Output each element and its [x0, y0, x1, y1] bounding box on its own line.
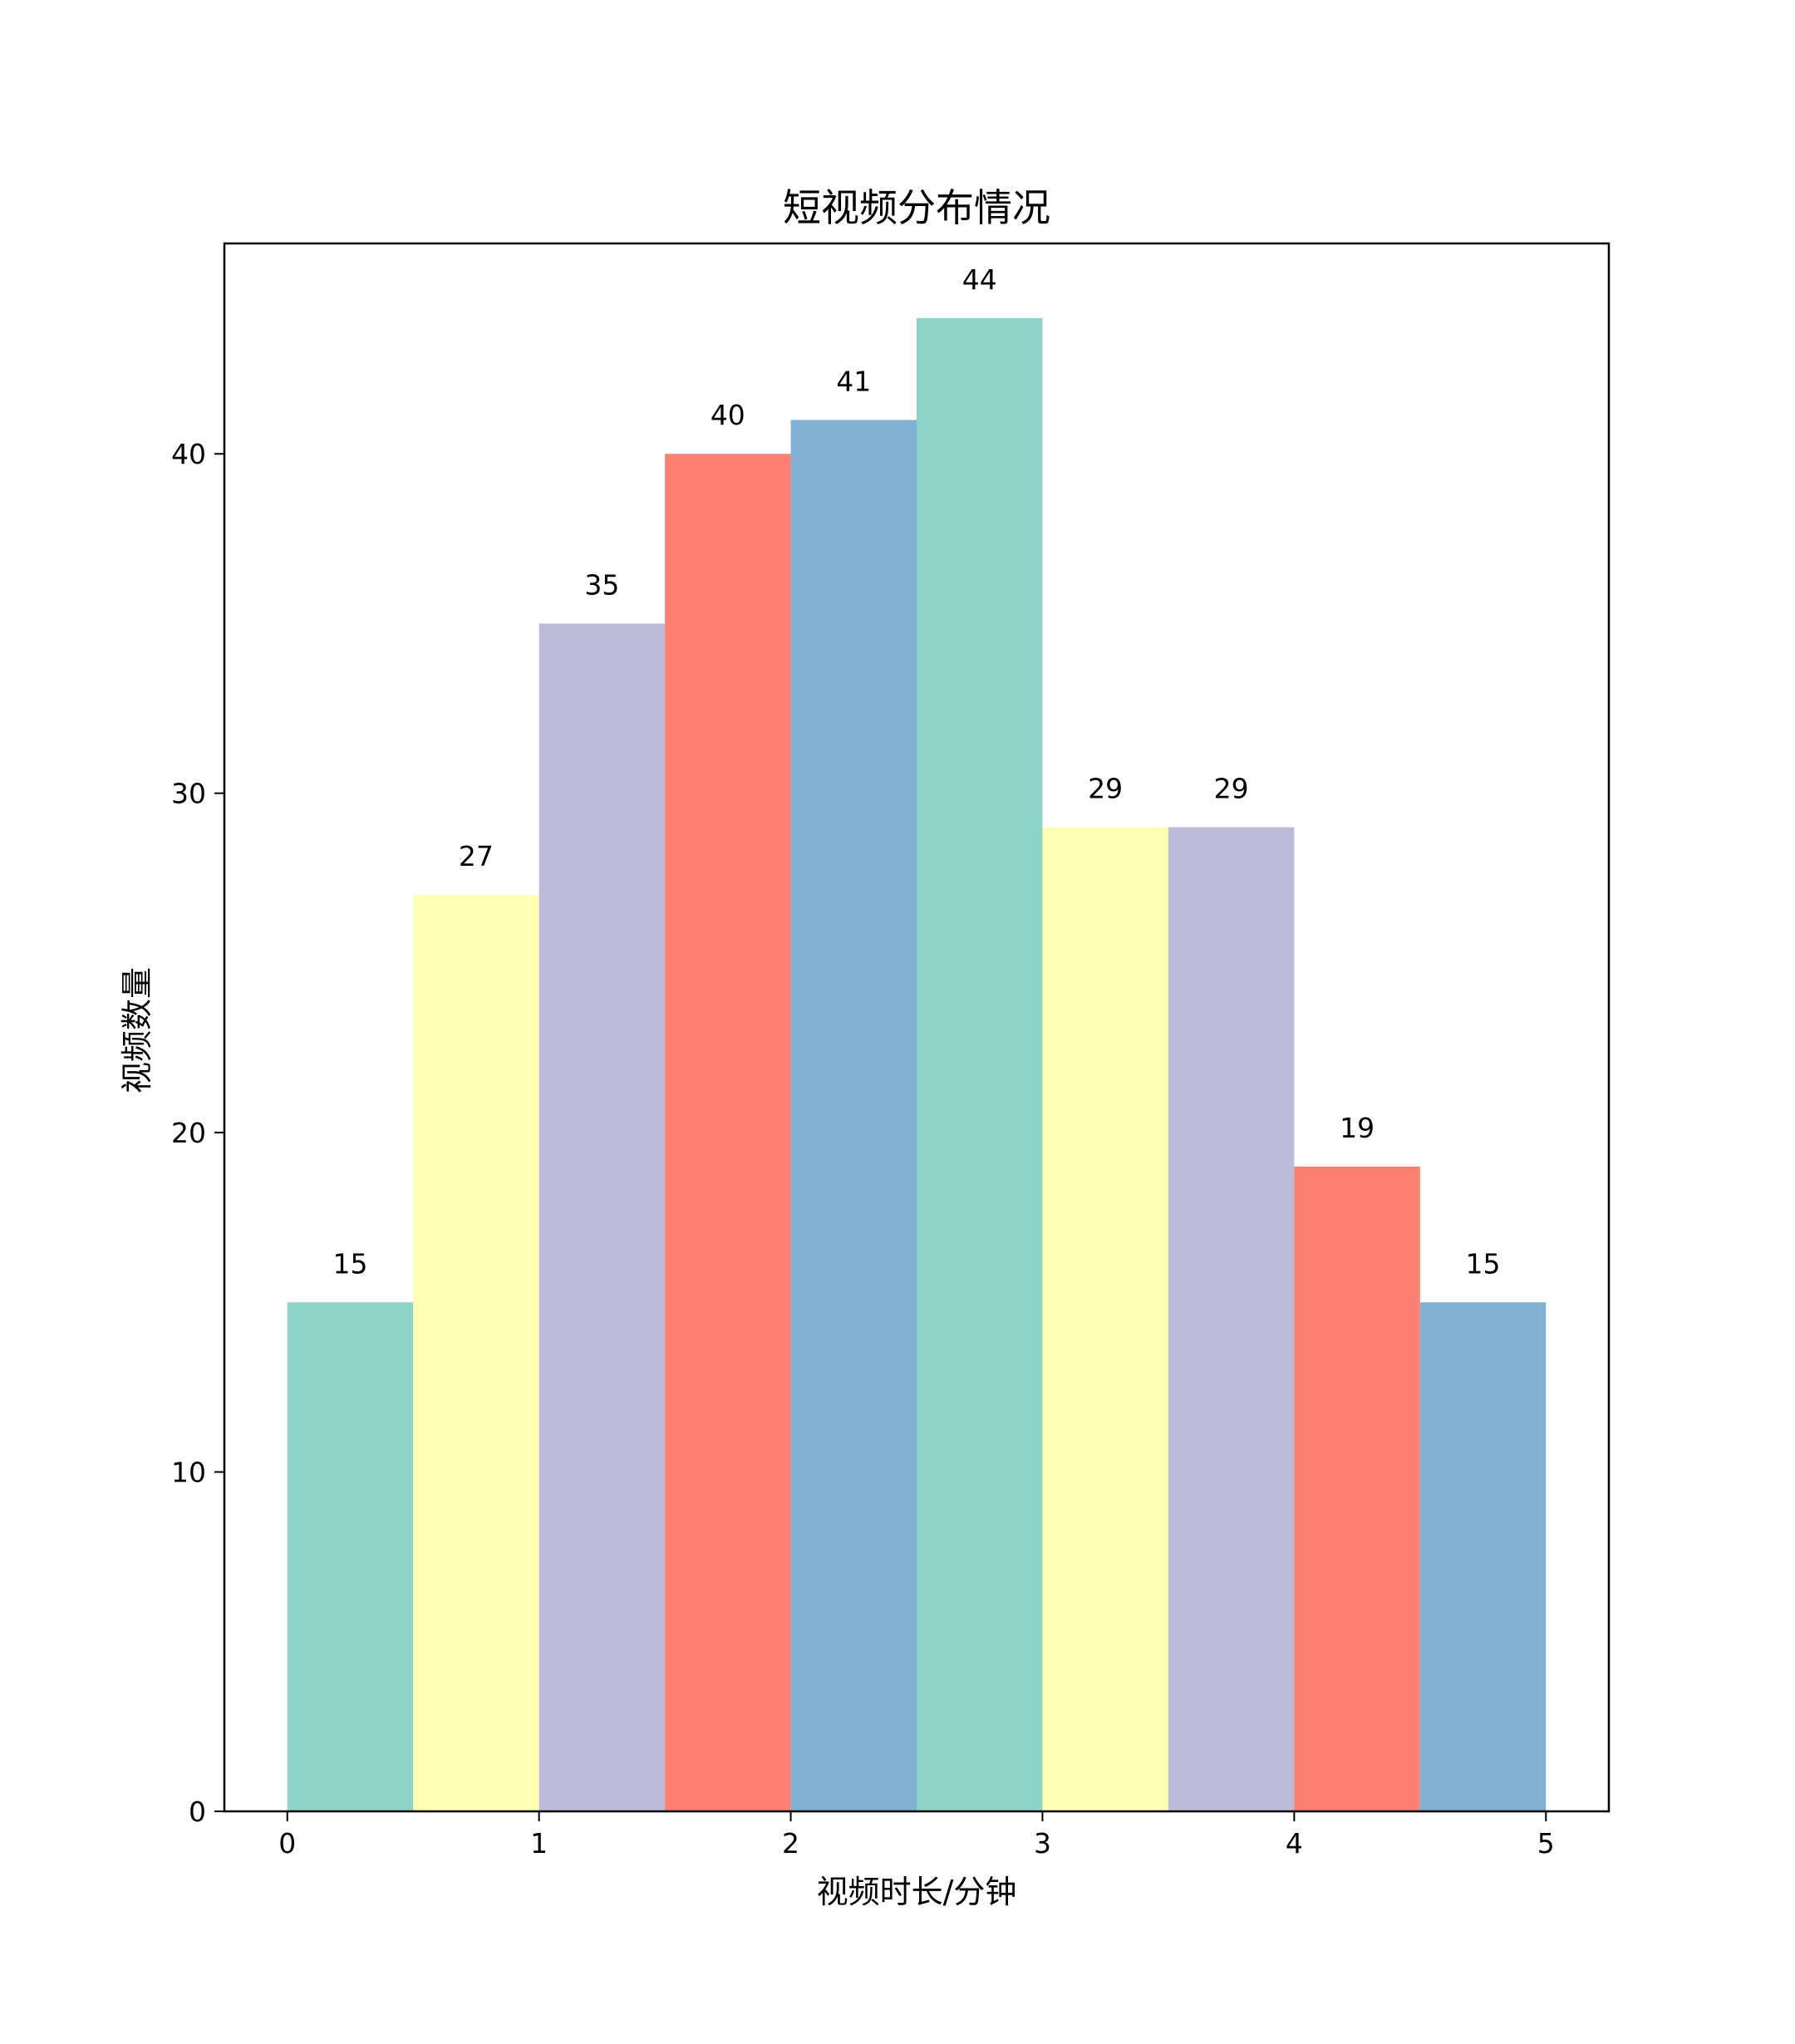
bar-value-label-6: 29: [1088, 773, 1123, 805]
x-axis-label: 视频时长/分钟: [817, 1874, 1017, 1910]
x-tick-label-4: 4: [1286, 1827, 1303, 1860]
y-tick-label-4: 40: [171, 438, 206, 470]
bar-0: [287, 1302, 414, 1811]
x-tick-label-0: 0: [278, 1827, 296, 1860]
y-axis-label: 视频数量: [119, 967, 155, 1093]
bar-9: [1419, 1302, 1547, 1811]
x-tick-label-3: 3: [1034, 1827, 1051, 1860]
x-tick-label-1: 1: [530, 1827, 548, 1860]
bar-3: [665, 454, 791, 1811]
bar-5: [917, 317, 1043, 1811]
chart-title: 短视频分布情况: [783, 185, 1050, 230]
bar-value-label-2: 35: [584, 568, 619, 601]
bar-value-label-9: 15: [1466, 1247, 1501, 1280]
y-axis-ticks: 0 10 20 30 40: [171, 438, 224, 1828]
y-tick-label-2: 20: [171, 1117, 206, 1149]
bar-7: [1168, 827, 1295, 1811]
bars-group: [287, 317, 1547, 1811]
y-tick-label-0: 0: [189, 1796, 206, 1828]
y-tick-label-1: 10: [171, 1457, 206, 1489]
bar-8: [1294, 1166, 1420, 1811]
bar-4: [790, 420, 917, 1811]
bar-value-label-4: 41: [836, 365, 871, 397]
bar-value-label-8: 19: [1340, 1112, 1375, 1144]
bar-6: [1042, 827, 1168, 1811]
bar-value-label-1: 27: [459, 840, 494, 872]
y-tick-label-3: 30: [171, 778, 206, 810]
bar-labels-group: 15 27 35 40 41 44 29 29 19 15: [332, 263, 1500, 1280]
bar-value-label-5: 44: [962, 263, 997, 296]
bar-2: [538, 623, 666, 1811]
x-tick-label-2: 2: [782, 1827, 799, 1860]
bar-value-label-7: 29: [1214, 773, 1249, 805]
bar-value-label-0: 15: [332, 1247, 367, 1280]
x-axis-ticks: 0 1 2 3 4 5: [278, 1811, 1555, 1860]
bar-1: [413, 895, 539, 1811]
bar-value-label-3: 40: [711, 399, 745, 431]
plot-area-frame: [223, 242, 1611, 1813]
x-tick-label-5: 5: [1537, 1827, 1555, 1860]
